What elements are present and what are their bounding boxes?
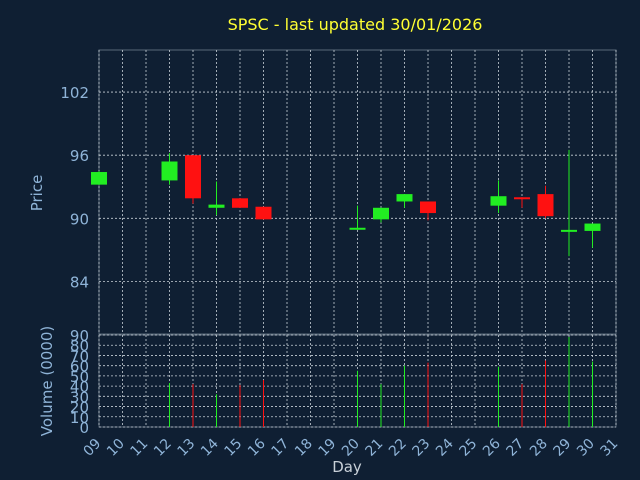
candle-body [373,207,389,220]
x-tick-label: 13 [174,436,198,460]
candle-body [490,196,507,206]
candle-body [208,204,225,208]
candle-body [420,201,436,214]
x-tick-label: 29 [550,436,574,460]
volume-tick-label: 50 [70,368,89,386]
x-tick-label: 14 [198,436,222,460]
volume-tick-label: 30 [70,388,89,406]
x-tick-label: 20 [339,436,363,460]
candle-body [232,198,248,208]
x-tick-label: 10 [104,436,128,460]
candle-body [561,229,577,232]
x-tick-label: 31 [597,436,621,460]
x-tick-label: 18 [292,436,316,460]
x-tick-label: 22 [386,436,410,460]
x-tick-label: 16 [245,436,269,460]
x-tick-label: 24 [433,436,457,460]
chart-title: SPSC - last updated 30/01/2026 [228,15,483,34]
volume-axis-label: Volume (0000) [38,326,56,436]
candle-body [396,194,413,202]
candle-body [537,194,554,217]
volume-tick-label: 0 [79,419,89,437]
volume-tick-label: 70 [70,347,89,365]
x-tick-label: 26 [480,436,504,460]
candle-body [91,172,107,185]
volume-tick-label: 80 [70,337,89,355]
candle-body [349,227,366,230]
candle-body [584,223,601,231]
x-tick-label: 19 [315,436,339,460]
price-tick-label: 84 [70,273,89,291]
candle-body [161,161,178,181]
volume-tick-label: 40 [70,378,89,396]
volume-tick-label: 90 [70,327,89,345]
candle-body [255,206,272,220]
x-tick-label: 25 [456,436,480,460]
x-tick-label: 28 [527,436,551,460]
price-tick-label: 102 [60,84,89,102]
candle-body [185,155,201,199]
volume-tick-label: 20 [70,399,89,417]
x-tick-label: 12 [151,436,175,460]
x-tick-label: 27 [503,436,527,460]
x-tick-label: 11 [127,436,151,460]
x-tick-label: 15 [221,436,245,460]
x-tick-label: 30 [574,436,598,460]
x-tick-label: 23 [409,436,433,460]
x-tick-label: 21 [362,436,386,460]
price-tick-label: 90 [70,210,89,228]
x-tick-label: 09 [80,436,104,460]
volume-tick-label: 10 [70,409,89,427]
price-tick-label: 96 [70,147,89,165]
price-axis-label: Price [28,175,46,212]
candle-body [514,197,530,200]
x-axis-label: Day [332,458,362,476]
x-tick-label: 17 [268,436,292,460]
volume-tick-label: 60 [70,358,89,376]
